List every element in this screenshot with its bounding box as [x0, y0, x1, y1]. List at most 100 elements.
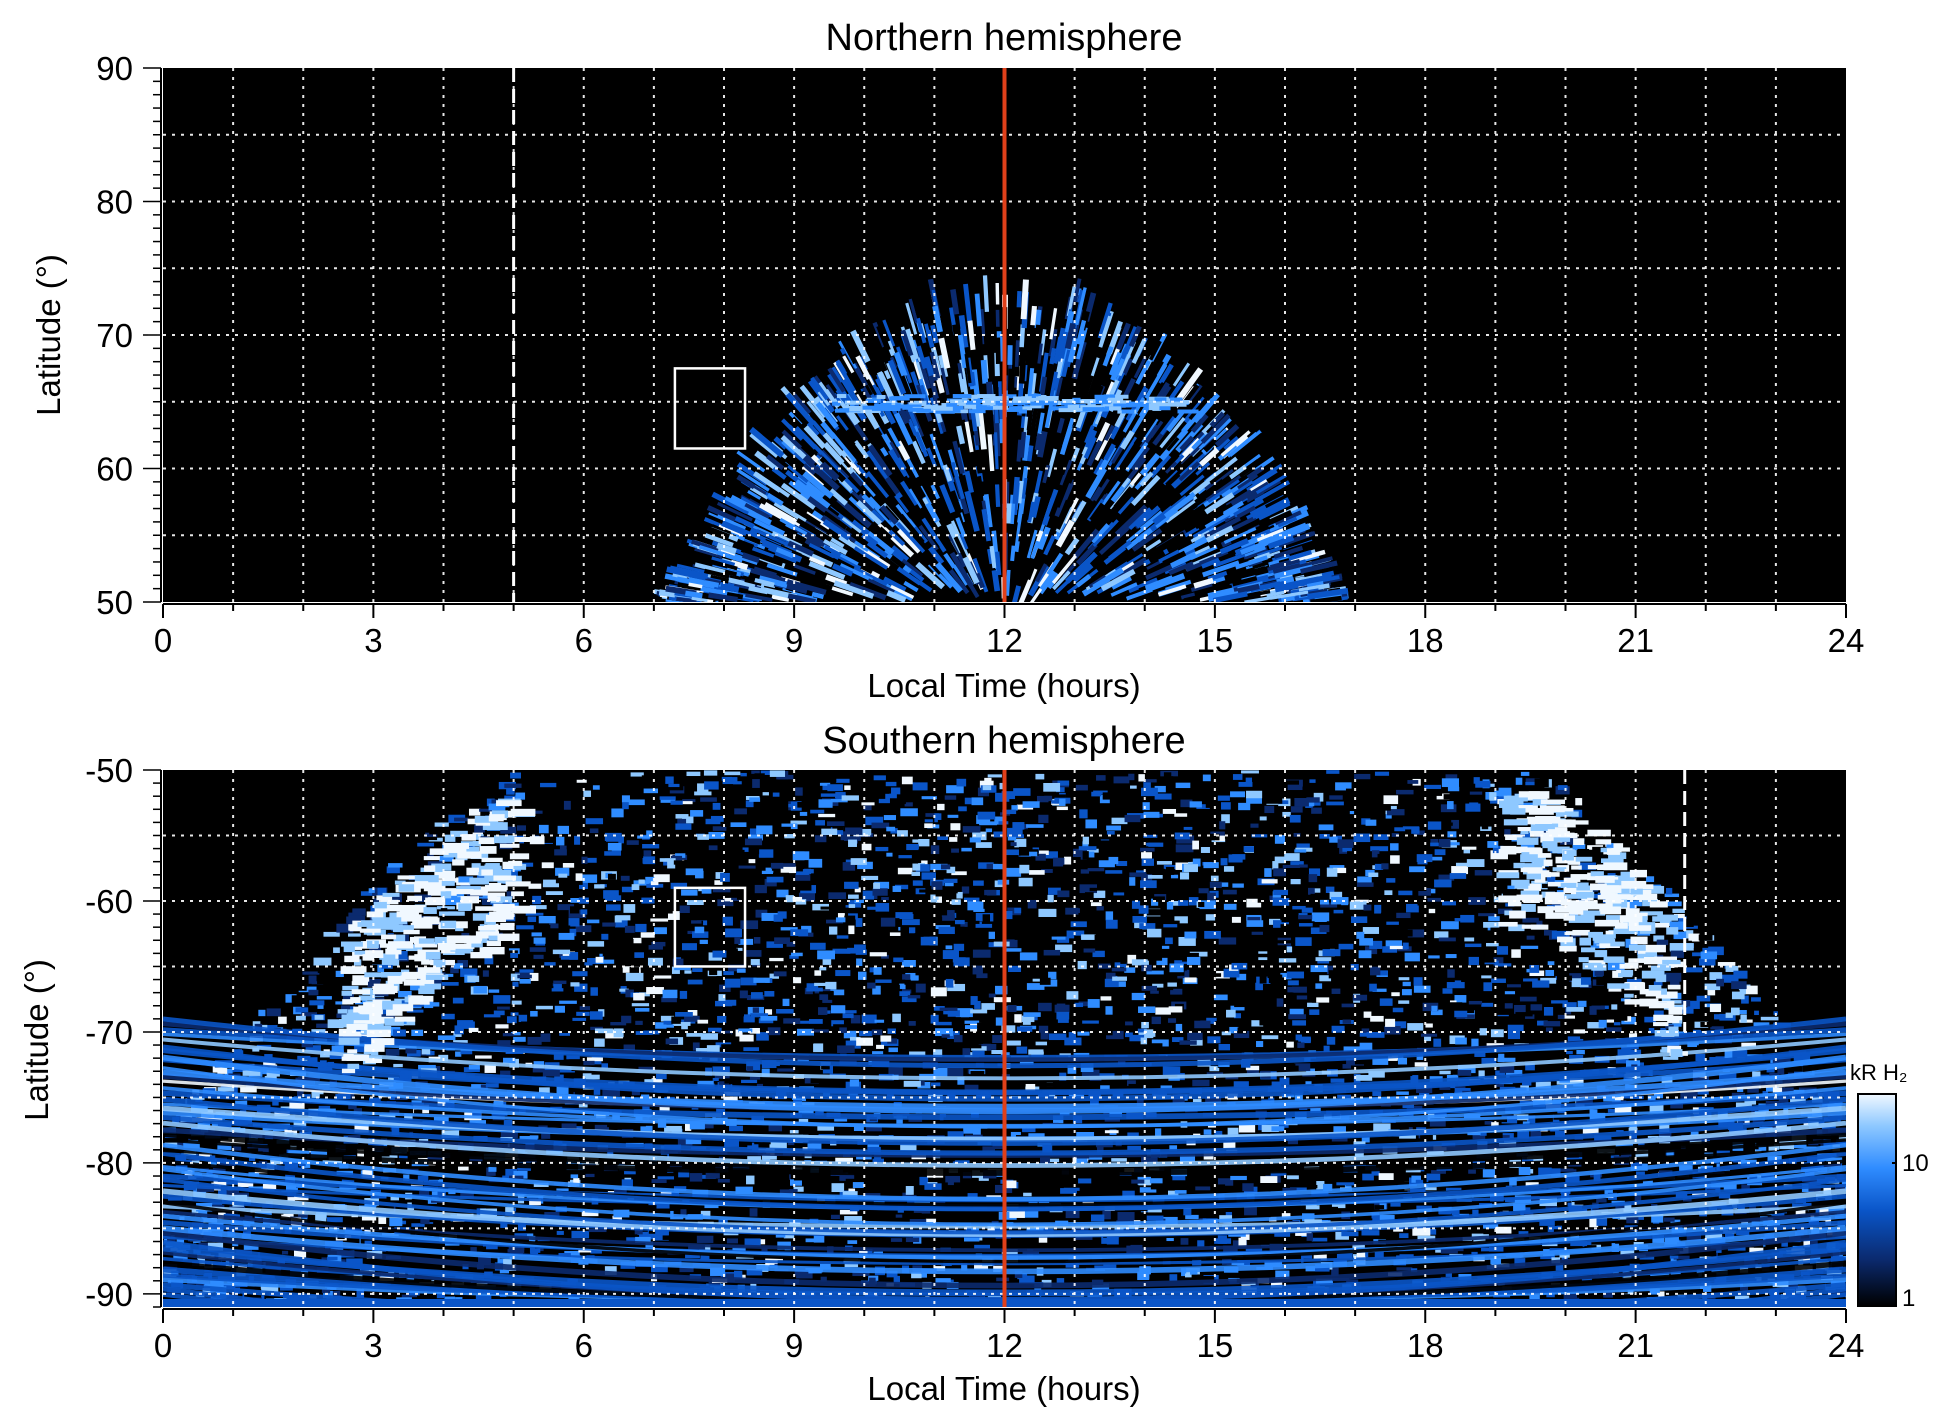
south-emission-cell — [1152, 983, 1164, 988]
north-emission-streak — [1061, 349, 1072, 377]
north-emission-streak — [1055, 519, 1075, 548]
south-emission-cell — [794, 1020, 810, 1024]
south-emission-cell — [1050, 1042, 1061, 1046]
south-emission-cell — [755, 909, 768, 918]
north-bright-band-cell — [946, 403, 957, 408]
south-emission-cell — [1454, 1088, 1471, 1094]
south-emission-cell — [1501, 1115, 1518, 1124]
south-emission-cell — [1124, 814, 1141, 823]
north-bright-band-cell — [1058, 408, 1077, 413]
south-emission-cell — [1307, 797, 1320, 803]
south-emission-cell — [891, 787, 901, 795]
south-emission-cell — [948, 1249, 955, 1256]
south-emission-cell — [1124, 967, 1136, 973]
south-emission-cell — [1141, 852, 1152, 859]
north-emission-streak — [1131, 338, 1147, 364]
south-emission-cell — [305, 1045, 321, 1052]
north-emission-streak — [991, 569, 1001, 592]
south-emission-cell — [1396, 1267, 1413, 1271]
south-emission-cell — [947, 1031, 960, 1039]
north-bright-band-cell — [1177, 409, 1199, 414]
north-emission-streak — [822, 519, 851, 541]
south-emission-cell — [324, 1001, 336, 1010]
north-emission-streak — [781, 418, 804, 441]
south-emission-cell — [845, 1040, 861, 1049]
south-emission-cell — [1483, 982, 1493, 992]
south-emission-cell — [1426, 1173, 1441, 1183]
south-emission-cell — [432, 1029, 447, 1035]
south-emission-cell — [1141, 1021, 1149, 1029]
north-emission-streak — [920, 292, 934, 330]
north-emission-streak — [1046, 552, 1064, 576]
north-emission-streak — [830, 432, 857, 463]
north-emission-streak — [666, 566, 707, 581]
south-emission-cell — [298, 986, 317, 993]
north-emission-streak — [830, 551, 862, 570]
south-emission-cell — [1105, 870, 1123, 874]
south-emission-cell — [1368, 833, 1379, 838]
south-emission-cell — [1176, 854, 1192, 862]
north-emission-streak — [1030, 540, 1040, 560]
south-emission-cell — [815, 820, 826, 826]
north-emission-streak — [964, 421, 974, 453]
south-emission-cell — [555, 867, 570, 876]
north-bright-band-cell — [1059, 406, 1069, 411]
north-emission-streak — [987, 548, 994, 565]
south-emission-cell — [1806, 1157, 1825, 1165]
north-emission-streak — [1223, 435, 1240, 451]
south-emission-cell — [1023, 1012, 1041, 1017]
north-emission-streak — [887, 359, 907, 395]
north-emission — [653, 275, 1349, 602]
south-emission-cell — [1718, 1120, 1735, 1128]
south-emission-cell — [1202, 774, 1211, 782]
south-emission-cell — [398, 990, 412, 998]
south-emission-cell — [1093, 790, 1108, 795]
north-bright-band-cell — [1082, 407, 1105, 412]
south-emission-cell — [1387, 1241, 1406, 1249]
south-emission-cell — [734, 849, 745, 857]
south-emission-cell — [483, 1014, 501, 1018]
south-emission-cell — [630, 772, 644, 777]
south-emission-cell — [175, 1155, 187, 1164]
south-emission-cell — [428, 1175, 440, 1180]
south-emission-cell — [1587, 1022, 1605, 1029]
south-emission-cell — [661, 996, 677, 1003]
south-emission-cell — [1580, 1030, 1588, 1039]
south-emission-cell — [821, 887, 833, 893]
south-emission-cell — [506, 891, 514, 898]
south-emission-cell — [1127, 1080, 1136, 1086]
south-emission-cell — [1078, 1001, 1091, 1007]
south-emission-cell — [1382, 946, 1398, 953]
south-emission-cell — [924, 1183, 942, 1190]
north-bright-band-cell — [1018, 409, 1027, 414]
south-emission-cell — [1246, 797, 1262, 804]
south-emission-cell — [1658, 1130, 1672, 1138]
south-emission-cell — [468, 808, 481, 816]
north-emission-streak — [1246, 469, 1278, 492]
south-emission-cell — [531, 775, 541, 785]
north-emission-streak — [926, 447, 937, 468]
north-x-tick-label: 9 — [785, 622, 803, 659]
south-emission-cell — [1454, 995, 1467, 1003]
south-emission-cell — [795, 883, 812, 891]
south-emission-cell — [1497, 1057, 1516, 1062]
south-emission-cell — [1573, 1163, 1591, 1170]
north-bright-band-cell — [1154, 397, 1167, 402]
south-emission-cell — [1214, 835, 1225, 842]
south-emission-cell — [1654, 1025, 1661, 1031]
south-emission-cell — [930, 1014, 939, 1024]
south-emission-cell — [1653, 981, 1663, 986]
south-emission-cell — [1151, 898, 1159, 906]
south-emission-cell — [979, 821, 997, 826]
south-emission-cell — [1051, 936, 1066, 940]
north-emission-streak — [1083, 436, 1097, 459]
south-emission-cell — [217, 1087, 235, 1092]
north-emission-streak — [1295, 572, 1323, 582]
south-emission-cell — [1369, 940, 1383, 949]
south-emission-cell — [751, 1142, 759, 1152]
south-emission-cell — [1778, 1098, 1789, 1103]
south-emission-cell — [822, 958, 832, 965]
north-emission-streak — [1216, 429, 1234, 446]
south-emission-cell — [1151, 1016, 1161, 1025]
